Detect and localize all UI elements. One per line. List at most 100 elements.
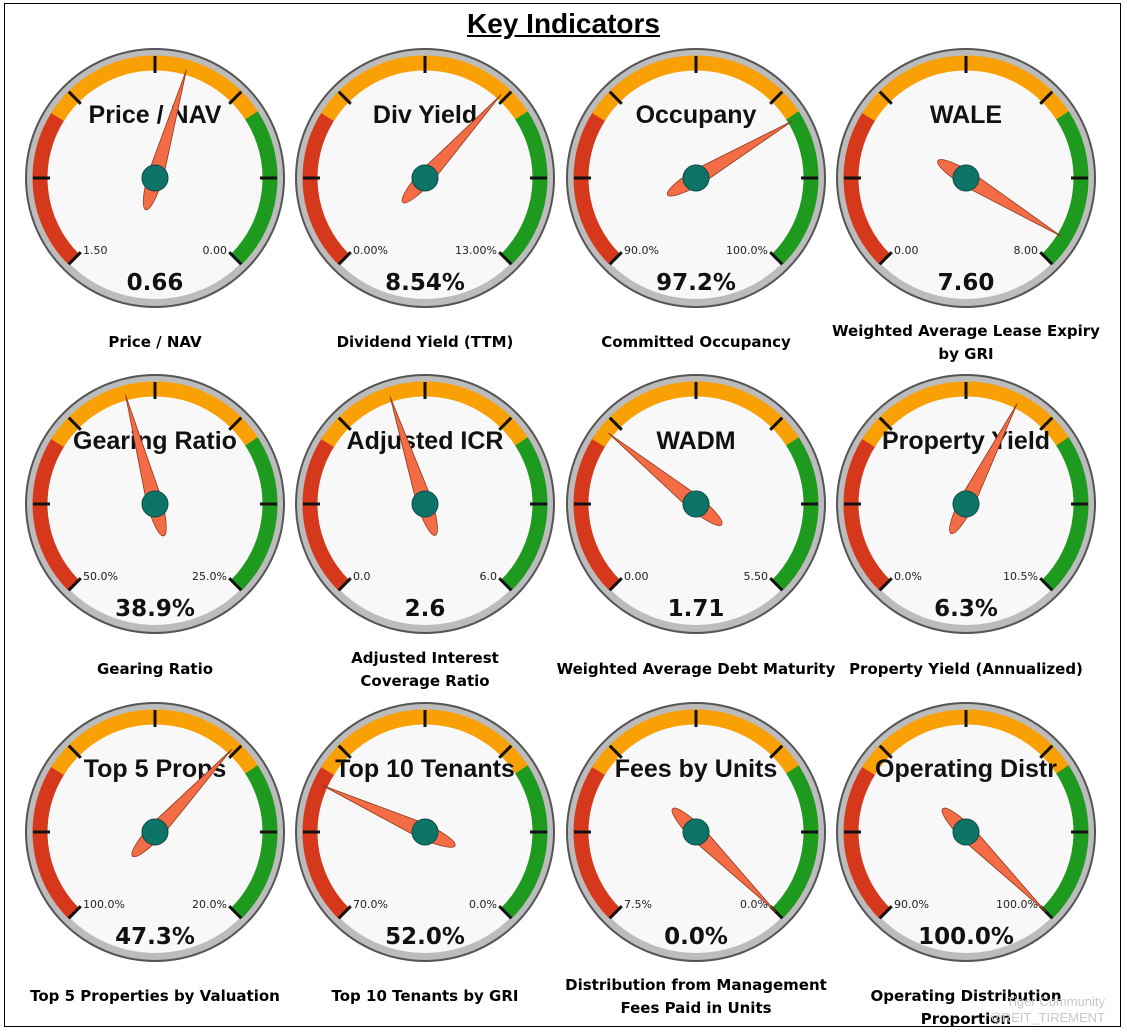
gauge-value: 6.3% [934, 596, 998, 622]
gauge-card: Div Yield 0.00% 13.00% 8.54% Dividend Yield … [290, 48, 560, 373]
gauge-hub [952, 490, 980, 518]
gauge-band-green [230, 111, 278, 265]
gauge-tick [878, 577, 893, 592]
gauge-hub [141, 490, 169, 518]
gauge-hub [141, 818, 169, 846]
gauge-svg: Operating Distr 90.0% 100.0% 100.0% [836, 702, 1096, 962]
gauge-tick [67, 416, 82, 431]
gauge-max-label: 20.0% [192, 898, 227, 911]
gauge-band-red [843, 765, 891, 919]
gauge-max-label: 100.0% [726, 244, 768, 257]
gauge-min-label: 0.00 [894, 244, 919, 257]
gauge-card: Top 10 Tenants 70.0% 0.0% 52.0% Top 10 Tenan… [290, 702, 560, 1027]
gauge-min-label: 90.0% [624, 244, 659, 257]
gauge-tick [228, 416, 243, 431]
gauge-band-red [573, 765, 621, 919]
gauge-card: Adjusted ICR 0.0 6.0 2.6 Adjusted Interest C… [290, 374, 560, 699]
watermark-line-1: Tiger Community [1006, 994, 1105, 1009]
gauge-svg: Property Yield 0.0% 10.5% 6.3% [836, 374, 1096, 634]
page-title: Key Indicators [467, 8, 660, 39]
gauge-tick [878, 416, 893, 431]
gauge-min-label: 90.0% [894, 898, 929, 911]
gauge-tick [1039, 416, 1054, 431]
gauge-caption: Weighted Average Debt Maturity [556, 660, 836, 678]
gauge-band-green [771, 111, 819, 265]
gauge-min-label: 50.0% [83, 570, 118, 583]
gauge-band-green [1041, 111, 1089, 265]
gauge-svg: WALE 0.00 8.00 7.60 [836, 48, 1096, 308]
gauge-tick [498, 90, 513, 105]
gauge-band-green [1041, 437, 1089, 591]
gauge-hub [141, 164, 169, 192]
gauge-tick [228, 905, 243, 920]
gauge-min-label: 0.0 [353, 570, 371, 583]
gauge-svg: WADM 0.00 5.50 1.71 [566, 374, 826, 634]
gauge-tick [228, 251, 243, 266]
gauge-min-label: 1.50 [83, 244, 108, 257]
gauge-value: 47.3% [115, 924, 195, 950]
gauge-caption: Committed Occupancy [601, 333, 791, 351]
gauge-band-red [302, 437, 350, 591]
gauge-tick [337, 577, 352, 592]
gauge-title: Price / NAV [89, 101, 222, 129]
gauge-caption: Price / NAV [108, 333, 202, 351]
gauge-min-label: 0.00% [353, 244, 388, 257]
gauge-band-green [500, 765, 548, 919]
gauge-tick [337, 416, 352, 431]
gauge-value: 0.0% [664, 924, 728, 950]
gauge-card: Price / NAV 1.50 0.00 0.66 Price / NAV [20, 48, 290, 373]
gauge-hub [682, 490, 710, 518]
gauge-max-label: 0.0% [469, 898, 497, 911]
gauge-band-green [500, 111, 548, 265]
gauge-tick [769, 251, 784, 266]
gauge-tick [498, 905, 513, 920]
gauge-title: Occupany [636, 101, 757, 129]
gauge-tick [608, 744, 623, 759]
gauge-tick [67, 577, 82, 592]
gauge-tick [337, 251, 352, 266]
gauge-band-red [32, 111, 80, 265]
gauge-tick [337, 744, 352, 759]
gauge-title: Adjusted ICR [347, 427, 504, 455]
gauge-svg: Price / NAV 1.50 0.00 0.66 [25, 48, 285, 308]
gauge-tick [67, 251, 82, 266]
gauge-min-label: 0.00 [624, 570, 649, 583]
gauge-card: Fees by Units 7.5% 0.0% 0.0% Distribution fr… [561, 702, 831, 1027]
gauge-band-green [500, 437, 548, 591]
gauge-tick [1039, 744, 1054, 759]
gauge-hub [411, 490, 439, 518]
gauge-svg: Adjusted ICR 0.0 6.0 2.6 [295, 374, 555, 634]
gauge-caption: Dividend Yield (TTM) [336, 333, 514, 351]
gauge-value: 0.66 [127, 270, 184, 296]
gauge-tick [498, 251, 513, 266]
gauge-band-green [230, 437, 278, 591]
gauge-max-label: 0.0% [740, 898, 768, 911]
gauge-svg: Occupany 90.0% 100.0% 97.2% [566, 48, 826, 308]
gauge-tick [769, 416, 784, 431]
gauge-min-label: 7.5% [624, 898, 652, 911]
gauge-min-label: 70.0% [353, 898, 388, 911]
gauge-value: 38.9% [115, 596, 195, 622]
gauge-card: Gearing Ratio 50.0% 25.0% 38.9% Gearing Rati… [20, 374, 290, 699]
gauge-hub [952, 164, 980, 192]
gauge-tick [608, 905, 623, 920]
gauge-tick [769, 90, 784, 105]
gauge-band-red [302, 765, 350, 919]
gauge-tick [608, 577, 623, 592]
gauge-card: Occupany 90.0% 100.0% 97.2% Committed Occupa… [561, 48, 831, 373]
gauge-hub [682, 818, 710, 846]
gauge-tick [228, 744, 243, 759]
gauge-band-green [230, 765, 278, 919]
gauge-band-red [573, 111, 621, 265]
gauge-card: Property Yield 0.0% 10.5% 6.3% Property Yiel… [831, 374, 1101, 699]
gauge-tick [878, 90, 893, 105]
gauge-caption: Top 5 Properties by Valuation [30, 987, 280, 1005]
gauge-title: Property Yield [882, 427, 1050, 455]
gauge-min-label: 100.0% [83, 898, 125, 911]
gauge-value: 7.60 [938, 270, 995, 296]
gauge-value: 2.6 [405, 596, 446, 622]
gauge-max-label: 100.0% [996, 898, 1038, 911]
gauge-caption: Top 10 Tenants by GRI [331, 987, 519, 1005]
gauge-max-label: 25.0% [192, 570, 227, 583]
